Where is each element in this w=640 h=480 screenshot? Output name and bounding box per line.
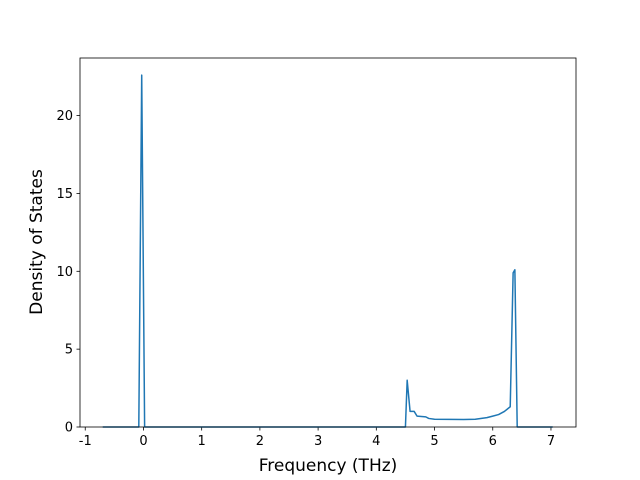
y-tick-label: 10	[56, 265, 73, 280]
x-tick-label: 5	[430, 434, 438, 449]
data-line	[102, 74, 553, 428]
y-axis-label: Density of States	[27, 169, 47, 315]
x-tick-label: 3	[314, 434, 322, 449]
y-tick-label: 5	[65, 343, 73, 358]
x-tick-label: 1	[198, 434, 206, 449]
x-tick-label: 6	[489, 434, 497, 449]
x-axis-label: Frequency (THz)	[259, 456, 398, 476]
x-tick-label: 4	[372, 434, 380, 449]
y-tick-label: 0	[65, 421, 73, 436]
x-tick-label: 7	[547, 434, 555, 449]
y-tick-label: 15	[56, 187, 73, 202]
y-tick-label: 20	[56, 109, 73, 124]
plot-frame	[79, 57, 577, 428]
x-tick-label: 0	[139, 434, 147, 449]
x-tick-label: 2	[256, 434, 264, 449]
x-tick-label: -1	[79, 434, 92, 449]
